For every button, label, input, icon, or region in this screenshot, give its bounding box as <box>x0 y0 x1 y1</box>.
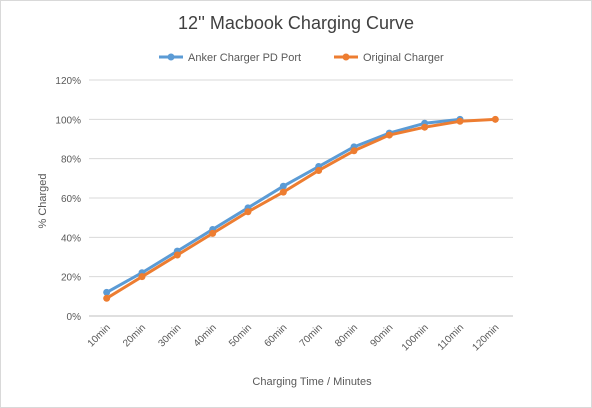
series-point-1 <box>279 182 287 190</box>
x-tick-label: 70min <box>298 322 325 349</box>
series-point-2 <box>138 273 146 281</box>
x-tick-label: 110min <box>436 322 466 352</box>
x-axis-ticks: 10min 20min 30min 40min 50min 60min 70min 80min… <box>86 322 502 353</box>
x-tick-label: 80min <box>333 322 360 349</box>
series-point-2 <box>350 147 358 155</box>
x-tick-label: 20min <box>121 322 148 349</box>
series-point-2 <box>244 208 252 216</box>
legend-label-2: Original Charger <box>363 52 444 64</box>
y-tick-label: 60% <box>61 194 81 205</box>
chart-title: 12'' Macbook Charging Curve <box>178 13 414 33</box>
x-tick-label: 100min <box>400 322 431 353</box>
x-tick-label: 60min <box>262 322 289 349</box>
series-point-2 <box>385 131 393 139</box>
series-point-2 <box>279 188 287 196</box>
series-point-1 <box>103 288 111 296</box>
series-point-2 <box>315 166 323 174</box>
x-tick-label: 120min <box>470 322 501 353</box>
series-line-2 <box>105 117 496 300</box>
y-tick-label: 100% <box>55 115 81 126</box>
x-tick-label: 30min <box>156 322 183 349</box>
legend-marker-2 <box>342 53 350 61</box>
series-point-2 <box>456 117 464 125</box>
series-point-2 <box>209 229 217 237</box>
y-axis-ticks: 0% 20% 40% 60% 80% 100% 120% <box>55 76 81 323</box>
x-tick-label: 90min <box>368 322 395 349</box>
x-tick-label: 10min <box>86 322 113 349</box>
y-tick-label: 80% <box>61 155 81 166</box>
legend: Anker Charger PD Port Original Charger <box>159 52 444 64</box>
y-tick-label: 120% <box>55 76 81 87</box>
legend-label-1: Anker Charger PD Port <box>188 52 301 64</box>
series-point-2 <box>491 115 499 123</box>
y-tick-label: 0% <box>67 312 82 323</box>
y-tick-label: 20% <box>61 273 81 284</box>
y-axis-label: % Charged <box>37 173 49 228</box>
y-tick-label: 40% <box>61 233 81 244</box>
x-tick-label: 50min <box>227 322 254 349</box>
gridlines <box>89 79 513 317</box>
series-group <box>103 115 499 302</box>
x-tick-label: 40min <box>192 322 219 349</box>
series-point-2 <box>173 251 181 259</box>
series-point-2 <box>103 294 111 302</box>
x-axis-label: Charging Time / Minutes <box>252 376 372 388</box>
legend-marker-1 <box>167 53 175 61</box>
series-point-2 <box>421 123 429 131</box>
